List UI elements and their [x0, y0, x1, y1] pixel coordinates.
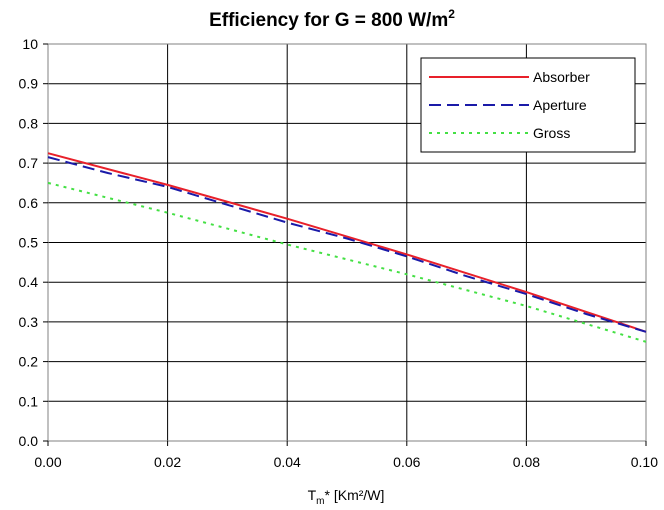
y-tick-label: 0.8 [19, 115, 39, 131]
grid [48, 44, 646, 441]
chart-title-superscript: 2 [448, 7, 455, 21]
axis-ticks: 0.0 0.1 0.2 0.3 0.4 0.5 0.6 0.7 0.8 0.9 10 0.00 0.02… [19, 36, 659, 470]
y-tick-label: 0.3 [19, 314, 39, 330]
x-tick-label: 0.00 [34, 454, 61, 470]
y-tick-label: 0.1 [19, 393, 39, 409]
y-tick-label: 10 [22, 36, 38, 52]
x-tick-label: 0.08 [513, 454, 540, 470]
legend-label-gross: Gross [533, 125, 570, 141]
series-line-gross [47, 181, 647, 343]
series-line-absorber [47, 152, 647, 333]
x-axis-label-rest: * [Km²/W] [325, 487, 385, 503]
y-tick-label: 0.5 [19, 235, 39, 251]
legend: Absorber Aperture Gross [420, 57, 636, 153]
series-line-aperture [47, 156, 647, 333]
x-axis-label: Tm* [Km²/W] [308, 487, 385, 507]
x-tick-label: 0.04 [274, 454, 301, 470]
y-tick-label: 0.6 [19, 195, 39, 211]
chart-title: Efficiency for G = 800 W/m2 [209, 7, 455, 31]
x-tick-label: 0.02 [154, 454, 181, 470]
y-tick-label: 0.2 [19, 354, 39, 370]
chart-title-main: Efficiency for G = 800 W/m [209, 10, 448, 31]
y-tick-label: 0.4 [19, 274, 39, 290]
legend-label-absorber: Absorber [533, 69, 590, 85]
y-tick-label: 0.0 [19, 433, 39, 449]
x-axis-label-base: T [308, 487, 317, 503]
y-tick-label: 0.7 [19, 155, 39, 171]
legend-label-aperture: Aperture [533, 97, 587, 113]
x-tick-label: 0.10 [631, 454, 658, 470]
x-axis-label-subscript: m [316, 496, 324, 507]
y-tick-label: 0.9 [19, 76, 39, 92]
x-tick-label: 0.06 [393, 454, 420, 470]
series-lines [47, 152, 647, 343]
